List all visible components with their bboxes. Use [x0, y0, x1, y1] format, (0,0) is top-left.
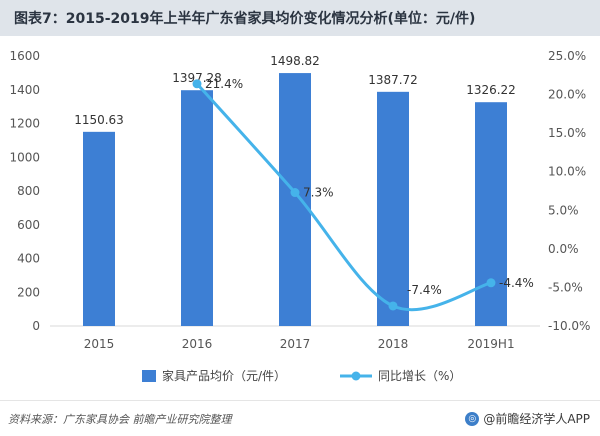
left-axis: 0 200 400 600 800 1000 1200 1400 1600 — [9, 49, 40, 333]
bar — [475, 102, 507, 326]
x-axis: 2015 2016 2017 2018 2019H1 — [84, 337, 515, 351]
x-tick-label: 2019H1 — [467, 337, 514, 351]
left-tick-label: 800 — [17, 184, 40, 198]
line-data-labels: 21.4% 7.3% -7.4% -4.4% — [205, 77, 534, 297]
footer: 资料来源：广东家具协会 前瞻产业研究院整理 ◎ @前瞻经济学人APP — [0, 400, 600, 436]
line-point — [192, 79, 202, 89]
left-tick-label: 0 — [32, 319, 40, 333]
x-tick-label: 2018 — [378, 337, 409, 351]
line-value-label: -4.4% — [499, 276, 534, 290]
bar-value-label: 1387.72 — [368, 73, 418, 87]
line-value-label: 21.4% — [205, 77, 243, 91]
bar-value-label: 1150.63 — [74, 113, 124, 127]
chart-title: 图表7：2015-2019年上半年广东省家具均价变化情况分析(单位：元/件) — [14, 11, 476, 27]
brand-label: @前瞻经济学人APP — [483, 412, 590, 426]
right-tick-label: -5.0% — [548, 280, 583, 294]
bar — [377, 91, 409, 326]
bar-series — [83, 73, 507, 326]
bar-value-label: 1326.22 — [466, 83, 516, 97]
left-tick-label: 400 — [17, 252, 40, 266]
growth-line — [195, 82, 492, 312]
right-tick-label: 0.0% — [548, 242, 579, 256]
right-tick-label: 20.0% — [548, 88, 586, 102]
right-tick-label: -10.0% — [548, 319, 590, 333]
right-tick-label: 10.0% — [548, 165, 586, 179]
x-tick-label: 2015 — [84, 337, 115, 351]
line-value-label: -7.4% — [407, 283, 442, 297]
left-tick-label: 1200 — [9, 117, 40, 131]
right-tick-label: 5.0% — [548, 203, 579, 217]
x-tick-label: 2017 — [280, 337, 311, 351]
left-tick-label: 1400 — [9, 83, 40, 97]
left-tick-label: 1000 — [9, 150, 40, 164]
bar-value-label: 1498.82 — [270, 54, 320, 68]
x-tick-label: 2016 — [182, 337, 213, 351]
line-point — [486, 278, 496, 288]
line-value-label: 7.3% — [303, 186, 334, 200]
brand-watermark: ◎ @前瞻经济学人APP — [465, 410, 590, 427]
bar-value-label: 1397.28 — [172, 71, 222, 85]
bar — [279, 73, 311, 326]
legend-bar-swatch — [142, 370, 156, 382]
bar — [181, 90, 213, 326]
right-tick-label: 15.0% — [548, 126, 586, 140]
right-tick-label: 25.0% — [548, 49, 586, 63]
line-point — [388, 301, 398, 311]
right-axis: -10.0% -5.0% 0.0% 5.0% 10.0% 15.0% 20.0% 25.0% — [548, 49, 590, 333]
legend-bar-label: 家具产品均价（元/件） — [162, 368, 286, 383]
globe-icon: ◎ — [465, 411, 480, 426]
legend-line-marker — [351, 371, 361, 381]
left-tick-label: 600 — [17, 218, 40, 232]
chart-area: 0 200 400 600 800 1000 1200 1400 1600 -10.0% -5.0… — [9, 49, 590, 383]
source-note: 资料来源：广东家具协会 前瞻产业研究院整理 — [8, 413, 232, 426]
left-tick-label: 200 — [17, 285, 40, 299]
legend-line-label: 同比增长（%） — [378, 369, 461, 383]
title-bar: 图表7：2015-2019年上半年广东省家具均价变化情况分析(单位：元/件) — [0, 0, 600, 36]
line-series — [192, 79, 496, 312]
bar-data-labels: 1150.63 1397.28 1498.82 1387.72 1326.22 — [74, 54, 516, 127]
line-point — [290, 188, 300, 198]
bar — [83, 131, 115, 326]
legend: 家具产品均价（元/件） 同比增长（%） — [142, 368, 461, 383]
left-tick-label: 1600 — [9, 49, 40, 63]
